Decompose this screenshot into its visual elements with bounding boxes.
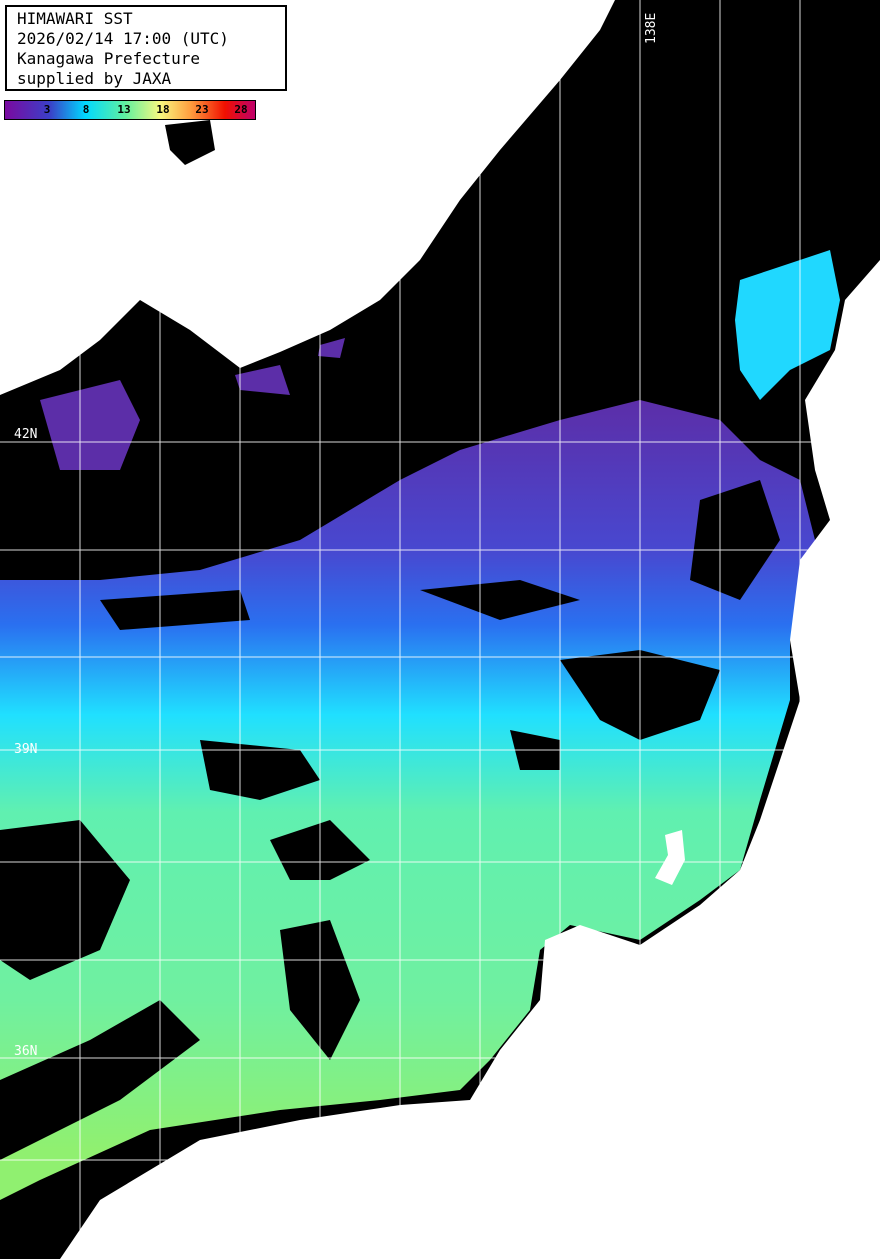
lat-label: 36N — [14, 1044, 38, 1059]
lon-label: 138E — [644, 12, 659, 44]
island — [165, 120, 215, 165]
region-line: Kanagawa Prefecture — [17, 49, 201, 68]
colorbar-tick: 3 — [43, 103, 51, 116]
datetime-line: 2026/02/14 17:00 (UTC) — [17, 29, 229, 48]
lat-label: 42N — [14, 427, 38, 442]
supplier-line: supplied by JAXA — [17, 69, 172, 88]
colorbar-tick: 23 — [195, 103, 209, 116]
colorbar: 3 8 13 18 23 28 — [4, 100, 256, 120]
colorbar-tick: 13 — [117, 103, 131, 116]
title-line: HIMAWARI SST — [17, 9, 133, 28]
lat-label: 39N — [14, 742, 38, 757]
colorbar-tick: 28 — [234, 103, 248, 116]
colorbar-tick: 8 — [82, 103, 90, 116]
title-box: HIMAWARI SST 2026/02/14 17:00 (UTC) Kana… — [5, 5, 287, 91]
colorbar-tick: 18 — [156, 103, 170, 116]
